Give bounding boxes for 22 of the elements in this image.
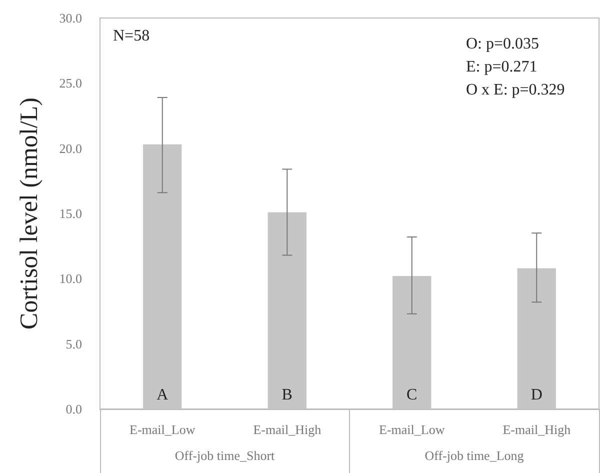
y-tick-label: 0.0 [66,402,82,416]
y-tick-label: 30.0 [59,10,82,26]
y-tick-label: 25.0 [59,76,82,91]
annotation: O: p=0.035 [466,36,540,52]
data-label: D [530,386,542,404]
annotation: E: p=0.271 [466,58,538,76]
y-axis-title: Cortisol level (nmol/L) [16,98,43,330]
text: Off-job time_Long [424,448,524,463]
x-tick-label: E-mail_Low [379,422,446,437]
annotation: O x E: p=0.329 [466,82,565,98]
annotation: N=58 [113,28,150,44]
y-tick-label: 20.0 [59,140,82,156]
y-tick-label: 15.0 [59,206,82,221]
text: Off-job time_Short [174,448,276,463]
data-label: B [282,386,292,404]
x-tick-label: E-mail_High [502,422,572,437]
x-tick-label: E-mail_Low [130,422,196,437]
data-label: A [156,386,169,404]
y-tick-label: 10.0 [59,271,82,286]
data-label: C [406,386,418,404]
x-tick-label: E-mail_High [253,422,322,437]
y-tick-label: 5.0 [66,336,82,352]
